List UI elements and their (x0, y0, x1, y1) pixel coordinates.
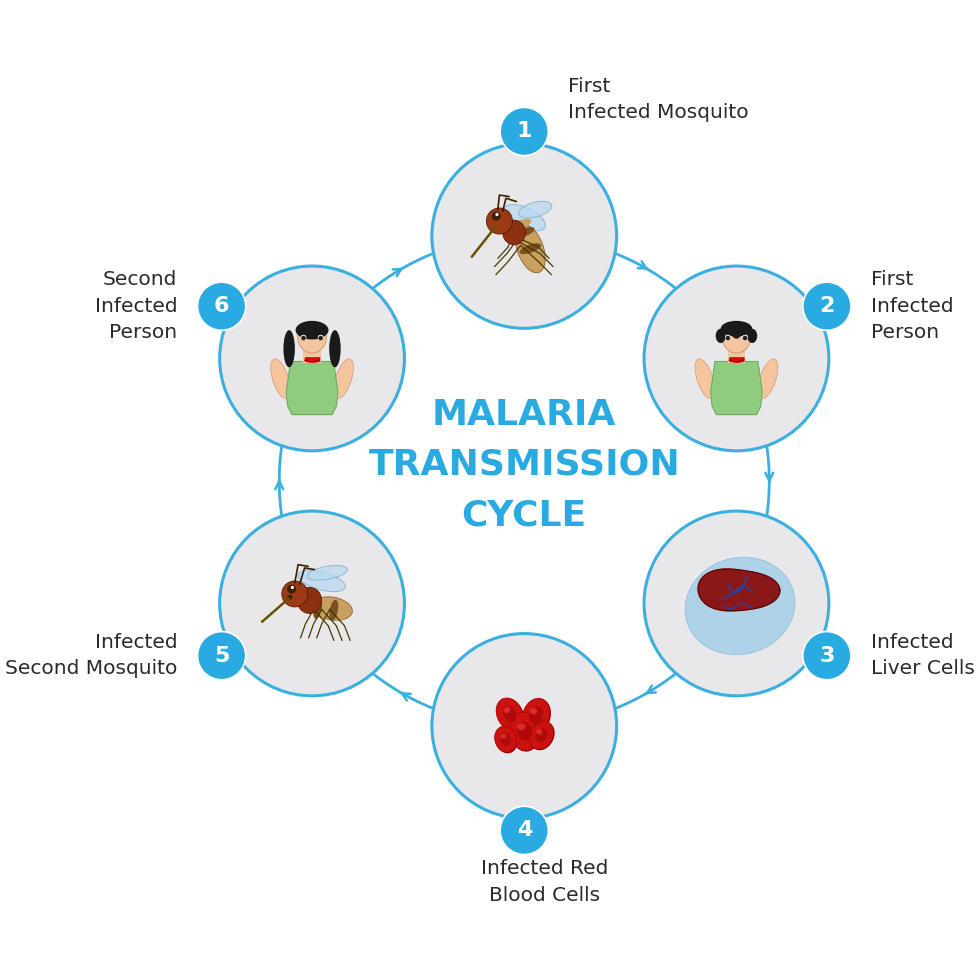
Polygon shape (710, 362, 762, 415)
Circle shape (220, 512, 405, 696)
Bar (728, 346, 745, 363)
Ellipse shape (695, 359, 714, 399)
Text: Second
Infected
Person: Second Infected Person (95, 270, 177, 342)
Ellipse shape (497, 699, 524, 731)
Ellipse shape (522, 699, 550, 732)
Ellipse shape (298, 321, 326, 353)
Ellipse shape (297, 587, 321, 613)
Ellipse shape (685, 558, 795, 655)
Circle shape (492, 212, 501, 220)
Text: 2: 2 (819, 296, 835, 317)
Polygon shape (698, 569, 780, 611)
Ellipse shape (516, 235, 538, 246)
Ellipse shape (510, 712, 540, 752)
Text: 1: 1 (516, 122, 532, 141)
Ellipse shape (314, 598, 322, 619)
Ellipse shape (503, 220, 525, 245)
Text: Infected Red
Blood Cells: Infected Red Blood Cells (480, 859, 608, 905)
Circle shape (282, 581, 308, 607)
Ellipse shape (333, 359, 354, 399)
Circle shape (220, 266, 405, 451)
Text: 5: 5 (214, 646, 229, 665)
Circle shape (495, 213, 499, 217)
Ellipse shape (312, 597, 353, 620)
Circle shape (644, 512, 829, 696)
Ellipse shape (496, 698, 523, 730)
Text: 3: 3 (819, 646, 835, 665)
Ellipse shape (495, 726, 516, 753)
Text: Infected
Liver Cells: Infected Liver Cells (871, 633, 975, 678)
Ellipse shape (500, 733, 511, 746)
Ellipse shape (501, 734, 507, 739)
Ellipse shape (495, 726, 517, 754)
Ellipse shape (529, 707, 543, 724)
Ellipse shape (722, 321, 751, 353)
Text: 4: 4 (516, 820, 532, 841)
Ellipse shape (529, 721, 554, 750)
Ellipse shape (523, 699, 551, 733)
Ellipse shape (504, 707, 511, 713)
Ellipse shape (517, 723, 525, 730)
Text: MALARIA
TRANSMISSION
CYCLE: MALARIA TRANSMISSION CYCLE (368, 398, 680, 532)
Circle shape (500, 108, 549, 156)
Circle shape (725, 336, 730, 340)
Circle shape (301, 336, 306, 340)
Circle shape (486, 208, 513, 234)
Ellipse shape (519, 243, 541, 254)
Ellipse shape (329, 600, 338, 620)
Ellipse shape (270, 359, 290, 399)
Ellipse shape (337, 601, 346, 621)
Circle shape (287, 595, 292, 600)
Circle shape (644, 266, 829, 451)
Circle shape (803, 631, 851, 680)
Ellipse shape (510, 712, 539, 751)
Circle shape (198, 631, 246, 680)
Ellipse shape (504, 205, 545, 231)
Ellipse shape (283, 330, 295, 368)
Ellipse shape (296, 320, 328, 339)
Circle shape (803, 282, 851, 330)
Circle shape (432, 143, 616, 328)
Ellipse shape (503, 706, 516, 722)
Circle shape (287, 585, 296, 594)
Circle shape (743, 336, 748, 340)
Text: Infected
Second Mosquito: Infected Second Mosquito (5, 633, 177, 678)
Bar (304, 346, 320, 363)
Ellipse shape (516, 721, 531, 741)
Circle shape (432, 634, 616, 818)
Circle shape (318, 336, 323, 340)
Ellipse shape (720, 320, 753, 336)
Ellipse shape (715, 328, 726, 343)
Ellipse shape (725, 335, 731, 340)
Ellipse shape (301, 335, 307, 340)
Ellipse shape (321, 599, 330, 619)
Ellipse shape (298, 570, 345, 592)
Text: 6: 6 (214, 296, 229, 317)
Circle shape (291, 586, 294, 589)
Ellipse shape (518, 201, 552, 218)
Ellipse shape (731, 324, 742, 339)
Ellipse shape (318, 335, 323, 340)
Ellipse shape (535, 728, 548, 742)
Ellipse shape (530, 721, 555, 751)
Ellipse shape (308, 565, 347, 580)
Ellipse shape (759, 359, 778, 399)
Ellipse shape (515, 224, 545, 272)
Ellipse shape (536, 729, 542, 735)
Circle shape (500, 807, 549, 855)
Polygon shape (286, 362, 338, 415)
Ellipse shape (329, 330, 341, 368)
Ellipse shape (742, 335, 748, 340)
Ellipse shape (513, 227, 535, 238)
Ellipse shape (530, 708, 537, 714)
Text: First
Infected
Person: First Infected Person (871, 270, 954, 342)
Circle shape (198, 282, 246, 330)
Ellipse shape (747, 328, 758, 343)
Ellipse shape (510, 219, 531, 229)
Text: First
Infected Mosquito: First Infected Mosquito (568, 76, 749, 122)
